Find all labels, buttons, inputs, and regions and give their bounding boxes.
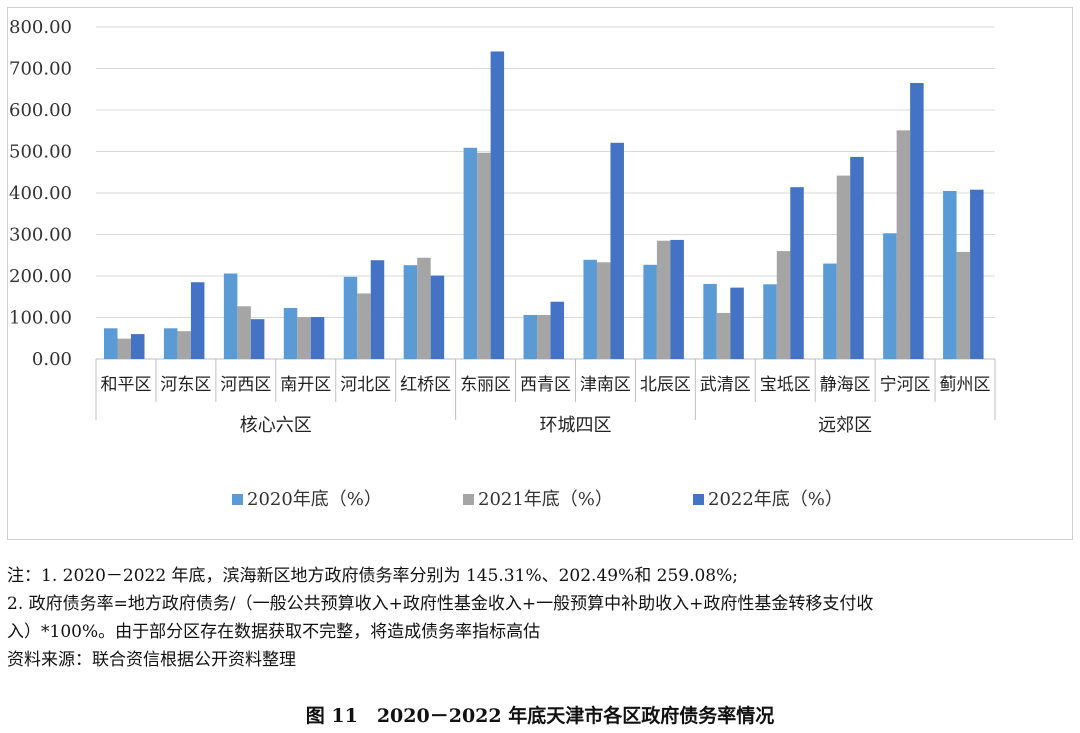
group-label: 远郊区 [818,415,872,436]
bar-chart: 0.00 100.00 200.00 300.00 400.00 500.00 600.00… [9,17,996,510]
bar [956,251,971,359]
bar [177,331,191,359]
category-label: 宁河区 [880,375,931,395]
legend-label: 2021年底（%） [478,489,613,510]
y-tick-label: 800.00 [9,17,72,38]
bar [550,301,565,359]
bar [131,334,145,359]
category-label: 河北区 [340,375,391,395]
category-label: 宝坻区 [760,375,811,395]
y-tick-label: 100.00 [9,308,72,329]
category-label: 静海区 [820,375,871,395]
legend-swatch [693,494,704,505]
bar [403,265,418,359]
bar [370,260,385,359]
bar [610,142,624,359]
bar [643,264,657,359]
y-tick-label: 0.00 [32,349,72,370]
bar [190,282,205,359]
bar [297,317,311,359]
bar [703,283,717,359]
bar [163,328,178,359]
bar [716,312,731,359]
y-tick-label: 700.00 [9,59,72,80]
bar [970,189,984,359]
bar [943,190,957,359]
group-label: 核心六区 [240,415,312,436]
category-label: 西青区 [520,375,571,395]
bar [910,83,924,360]
y-tick-label: 300.00 [9,225,72,246]
legend-swatch [463,494,474,505]
bar [117,338,131,359]
bar [730,287,744,359]
bar [490,51,505,360]
category-label: 东丽区 [460,375,511,395]
bar [763,284,777,359]
bar [583,259,597,359]
legend-swatch [232,494,243,505]
bar [790,187,804,359]
figure-caption: 图 11 2020－2022 年底天津市各区政府债务率情况 [305,705,775,727]
y-tick-label: 500.00 [9,142,72,163]
y-tick-label: 200.00 [9,266,72,287]
chart-frame: 0.00 100.00 200.00 300.00 400.00 500.00 600.00… [7,7,1073,540]
category-label: 蓟州区 [940,375,991,395]
note-line-3: 入）*100%。由于部分区存在数据获取不完整，将造成债务率指标高估 [7,622,541,642]
legend-label: 2022年底（%） [708,489,843,510]
category-label: 河东区 [160,375,211,395]
category-label: 红桥区 [400,375,451,395]
bar [223,273,238,359]
bar [237,306,251,359]
bar [670,239,684,359]
bar [357,293,371,359]
bar [477,152,491,359]
bar [896,130,911,359]
note-source: 资料来源：联合资信根据公开资料整理 [7,650,296,670]
bar [283,307,298,359]
group-label: 环城四区 [539,415,611,436]
category-label: 武清区 [700,375,751,395]
bar [836,175,851,359]
y-tick-label: 400.00 [9,183,72,204]
category-label: 和平区 [100,375,151,395]
y-tick-label: 600.00 [9,100,72,121]
bar [823,263,837,359]
category-label: 河西区 [220,375,271,395]
category-label: 北辰区 [640,375,691,395]
bar [343,276,358,359]
note-line-1: 注：1. 2020－2022 年底，滨海新区地方政府债务率分别为 145.31%… [7,566,738,586]
notes: 注：1. 2020－2022 年底，滨海新区地方政府债务率分别为 145.31%… [7,562,1073,674]
bar [656,240,671,359]
bar [850,156,864,359]
category-label: 津南区 [580,375,631,395]
bar [417,257,431,359]
bar [463,147,478,359]
bar [310,317,325,359]
bar [430,275,445,359]
legend-label: 2020年底（%） [247,489,382,510]
bar [104,328,118,359]
bar [883,233,897,359]
bar [523,315,538,359]
category-label: 南开区 [280,375,331,395]
bar [250,319,265,359]
bar [537,315,551,359]
bar [776,251,791,359]
note-line-2: 2. 政府债务率=地方政府债务/（一般公共预算收入+政府性基金收入+一般预算中补… [7,594,874,614]
bar [596,262,611,359]
